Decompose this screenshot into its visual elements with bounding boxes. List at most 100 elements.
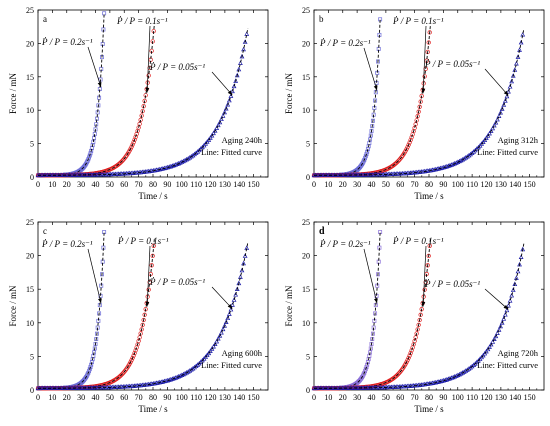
x-tick-label: 70	[411, 393, 419, 402]
data-point	[231, 83, 237, 89]
data-point	[228, 306, 234, 312]
data-point	[405, 144, 410, 150]
data-point	[507, 84, 513, 89]
x-axis-label: Time / s	[414, 404, 444, 414]
data-point	[504, 93, 510, 99]
aging-note: Aging 720h	[498, 348, 539, 358]
annotation-arrow	[211, 71, 233, 96]
data-point	[469, 363, 475, 369]
x-tick-label: 30	[77, 180, 85, 189]
data-point	[453, 373, 459, 378]
data-point	[157, 166, 163, 172]
x-tick-label: 60	[396, 393, 404, 402]
x-tick-label: 50	[382, 180, 390, 189]
data-point	[518, 39, 524, 45]
series-1: Ṗ / P = 0.2s⁻¹	[312, 17, 383, 178]
data-point	[413, 122, 418, 127]
arrow-head	[373, 85, 378, 91]
x-tick-label: 130	[219, 393, 231, 402]
data-point	[217, 333, 223, 338]
y-tick-label: 0	[30, 173, 34, 182]
data-point	[207, 135, 213, 140]
y-tick-label: 10	[302, 106, 310, 115]
data-point	[491, 336, 497, 342]
x-tick-label: 110	[466, 393, 478, 402]
data-point	[515, 268, 521, 274]
data-point	[211, 130, 216, 136]
x-tick-label: 10	[324, 393, 332, 402]
x-tick-label: 70	[411, 180, 419, 189]
data-point	[223, 319, 229, 324]
data-point	[498, 323, 503, 329]
data-point	[449, 162, 454, 167]
data-point	[407, 140, 412, 145]
x-tick-label: 80	[149, 180, 157, 189]
data-point	[363, 154, 368, 159]
arrow-head	[227, 90, 233, 96]
fitted-curve	[38, 27, 249, 176]
arrow-head	[503, 304, 509, 310]
panel-b: 0 10 20 30 40 50 60 70 80 90 100 110 120 130 140 150 0 5 1…	[284, 6, 545, 201]
x-tick-label: 90	[163, 180, 171, 189]
rate-annotation: Ṗ / P = 0.2s⁻¹	[319, 239, 371, 249]
data-point	[509, 78, 515, 84]
data-point	[163, 378, 169, 383]
x-tick-label: 60	[120, 393, 128, 402]
aging-note: Aging 600h	[222, 348, 263, 358]
data-point	[87, 155, 91, 160]
rate-annotation: Ṗ / P = 0.1s⁻¹	[117, 236, 169, 246]
data-point	[457, 371, 462, 377]
data-point	[173, 375, 178, 380]
data-point	[509, 292, 515, 298]
data-point	[151, 243, 156, 248]
y-tick-label: 20	[302, 252, 310, 261]
data-point	[439, 165, 445, 170]
data-point	[408, 350, 413, 356]
arrow-head	[145, 87, 150, 93]
y-tick-label: 20	[26, 252, 34, 261]
data-point	[458, 157, 464, 163]
data-point	[140, 322, 145, 327]
annotation-arrow	[146, 25, 151, 93]
data-point	[487, 344, 492, 349]
data-point	[132, 350, 137, 356]
data-point	[416, 109, 421, 114]
x-tick-label: 90	[439, 180, 447, 189]
x-tick-label: 110	[190, 393, 202, 402]
y-tick-label: 25	[302, 218, 310, 227]
data-point	[214, 125, 220, 130]
y-tick-label: 25	[26, 218, 34, 227]
data-point	[466, 366, 472, 371]
series-3: Ṗ / P = 0.05s⁻¹	[311, 28, 526, 178]
data-point	[242, 253, 248, 258]
data-point	[404, 146, 409, 152]
fit-note: Line: Fitted curve	[201, 147, 262, 157]
y-tick-label: 15	[26, 285, 34, 294]
data-point	[168, 376, 174, 382]
y-axis-label: Force / mN	[284, 73, 294, 114]
x-axis-label: Time / s	[138, 404, 168, 414]
data-point	[100, 272, 104, 277]
panel-letter: b	[319, 14, 324, 24]
y-tick-label: 15	[26, 73, 34, 82]
data-point	[223, 105, 229, 111]
data-point	[457, 158, 462, 164]
data-point	[493, 333, 499, 339]
data-point	[137, 335, 142, 340]
x-tick-label: 30	[77, 393, 85, 402]
data-point	[482, 350, 488, 356]
data-point	[239, 267, 245, 273]
x-tick-label: 0	[312, 393, 316, 402]
x-tick-label: 0	[312, 180, 316, 189]
data-point	[225, 315, 231, 321]
data-point	[427, 30, 432, 35]
data-point	[130, 142, 135, 147]
data-point	[444, 163, 450, 169]
data-point	[141, 317, 146, 323]
data-point	[404, 359, 409, 365]
x-tick-label: 50	[106, 180, 114, 189]
data-point	[506, 89, 511, 94]
x-tick-label: 130	[495, 180, 507, 189]
data-point	[158, 379, 164, 384]
